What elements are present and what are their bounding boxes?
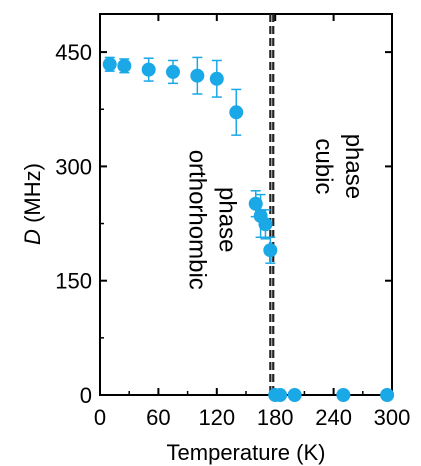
x-tick-label: 240 [315, 405, 352, 430]
transition-lines [269, 14, 275, 395]
y-tick-label: 300 [55, 154, 92, 179]
data-point [263, 243, 278, 258]
data-point [273, 388, 288, 402]
data-point [258, 217, 273, 232]
x-tick-label: 0 [94, 405, 106, 430]
x-tick-label: 120 [198, 405, 235, 430]
data-point [102, 57, 117, 72]
y-tick-label: 150 [55, 269, 92, 294]
phase-label-line: phase [340, 134, 367, 199]
x-tick-label: 300 [374, 405, 411, 430]
data-point [141, 62, 156, 77]
axes: 0 60 120 180 240 300 0 150 300 450 [55, 13, 411, 430]
phase-label-line: cubic [310, 138, 337, 194]
x-tick-label: 180 [257, 405, 294, 430]
phase-label-line: phase [214, 187, 241, 252]
y-tick-label: 450 [55, 40, 92, 65]
phase-label-line: orthorhombic [184, 150, 211, 290]
data-point [248, 196, 263, 211]
data-point [380, 388, 395, 402]
data-marks [102, 56, 395, 402]
y-axis-title-rest: (MHz) [20, 163, 45, 229]
data-point [336, 388, 351, 402]
x-tick-label: 60 [146, 405, 170, 430]
data-point [117, 58, 132, 73]
data-point [190, 68, 205, 83]
data-point [166, 64, 180, 79]
data-point [287, 388, 302, 402]
y-axis-title-italic: D [20, 229, 45, 245]
y-tick-label: 0 [80, 383, 92, 408]
x-axis-title: Temperature (K) [167, 440, 326, 465]
y-axis-title: D (MHz) [20, 163, 45, 245]
phase-annotation: orthorhombic phase [184, 150, 241, 290]
data-point [229, 105, 244, 120]
phase-annotation: cubic phase [310, 134, 367, 199]
data-point [209, 71, 224, 86]
